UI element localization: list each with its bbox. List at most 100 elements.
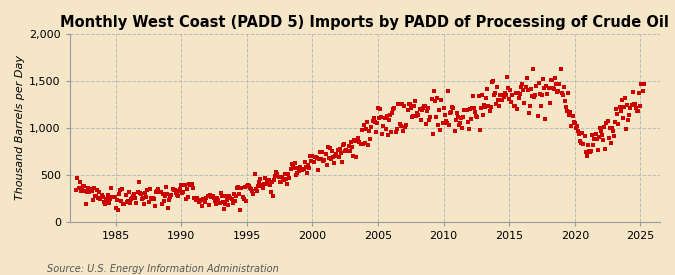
Point <box>244 184 254 189</box>
Point <box>296 167 307 172</box>
Point <box>470 109 481 114</box>
Point <box>175 186 186 191</box>
Point <box>230 199 240 204</box>
Point <box>475 106 486 111</box>
Point <box>73 186 84 190</box>
Point <box>574 132 585 136</box>
Point <box>630 106 641 111</box>
Point <box>288 166 299 170</box>
Point <box>616 98 627 102</box>
Point <box>256 183 267 187</box>
Point <box>408 104 419 108</box>
Point <box>308 160 319 164</box>
Point <box>565 110 576 114</box>
Point <box>397 102 408 106</box>
Point <box>240 199 251 203</box>
Point <box>116 199 127 204</box>
Point <box>424 117 435 122</box>
Point <box>213 197 224 202</box>
Point <box>88 185 99 190</box>
Point <box>81 202 92 207</box>
Point <box>514 96 524 101</box>
Point <box>512 107 522 112</box>
Point <box>90 194 101 198</box>
Point <box>355 142 366 146</box>
Point <box>170 191 181 195</box>
Point <box>99 202 110 206</box>
Point <box>344 149 355 153</box>
Point <box>234 192 244 196</box>
Point <box>332 148 343 152</box>
Point <box>248 191 259 196</box>
Point <box>328 155 339 159</box>
Point <box>192 197 203 202</box>
Point <box>541 84 551 88</box>
Point <box>143 199 154 204</box>
Point <box>431 115 441 120</box>
Point <box>214 201 225 205</box>
Point <box>593 135 604 139</box>
Point <box>466 106 477 110</box>
Point <box>340 149 350 153</box>
Point <box>416 108 427 112</box>
Point <box>555 67 566 72</box>
Point <box>630 102 641 106</box>
Point <box>547 86 558 90</box>
Point <box>279 172 290 176</box>
Point <box>325 156 336 161</box>
Point <box>427 131 438 136</box>
Point <box>622 103 632 108</box>
Point <box>520 85 531 89</box>
Point <box>358 123 369 127</box>
Point <box>531 84 542 89</box>
Point <box>237 195 248 199</box>
Point <box>572 124 583 129</box>
Point <box>205 192 215 197</box>
Point <box>387 110 398 115</box>
Point <box>376 114 387 119</box>
Point <box>131 201 142 206</box>
Point <box>486 80 497 84</box>
Point <box>575 139 586 143</box>
Point <box>286 167 296 171</box>
Point <box>156 202 167 206</box>
Point <box>113 208 124 212</box>
Point <box>592 148 603 153</box>
Point <box>236 186 247 190</box>
Point <box>475 128 485 132</box>
Point <box>566 123 577 128</box>
Point <box>549 75 560 80</box>
Point <box>254 177 265 181</box>
Point <box>209 195 219 200</box>
Point <box>295 165 306 169</box>
Point <box>626 102 637 107</box>
Point <box>567 114 578 119</box>
Point <box>496 98 507 102</box>
Point <box>597 133 608 137</box>
Point <box>472 115 483 119</box>
Point <box>307 154 318 158</box>
Point <box>173 193 184 198</box>
Point <box>546 78 557 82</box>
Point <box>447 105 458 109</box>
Point <box>418 103 429 108</box>
Point <box>179 183 190 188</box>
Point <box>402 108 413 112</box>
Point <box>298 167 309 171</box>
Point <box>139 202 150 206</box>
Point <box>348 153 358 158</box>
Point <box>76 188 87 192</box>
Point <box>71 188 82 192</box>
Point <box>558 93 568 97</box>
Point <box>97 194 108 199</box>
Point <box>330 154 341 158</box>
Point <box>506 99 517 104</box>
Point <box>448 106 459 110</box>
Point <box>440 119 451 123</box>
Point <box>145 196 156 200</box>
Point <box>484 109 495 113</box>
Point <box>329 160 340 165</box>
Point <box>466 117 477 121</box>
Point <box>469 106 480 111</box>
Point <box>219 202 230 206</box>
